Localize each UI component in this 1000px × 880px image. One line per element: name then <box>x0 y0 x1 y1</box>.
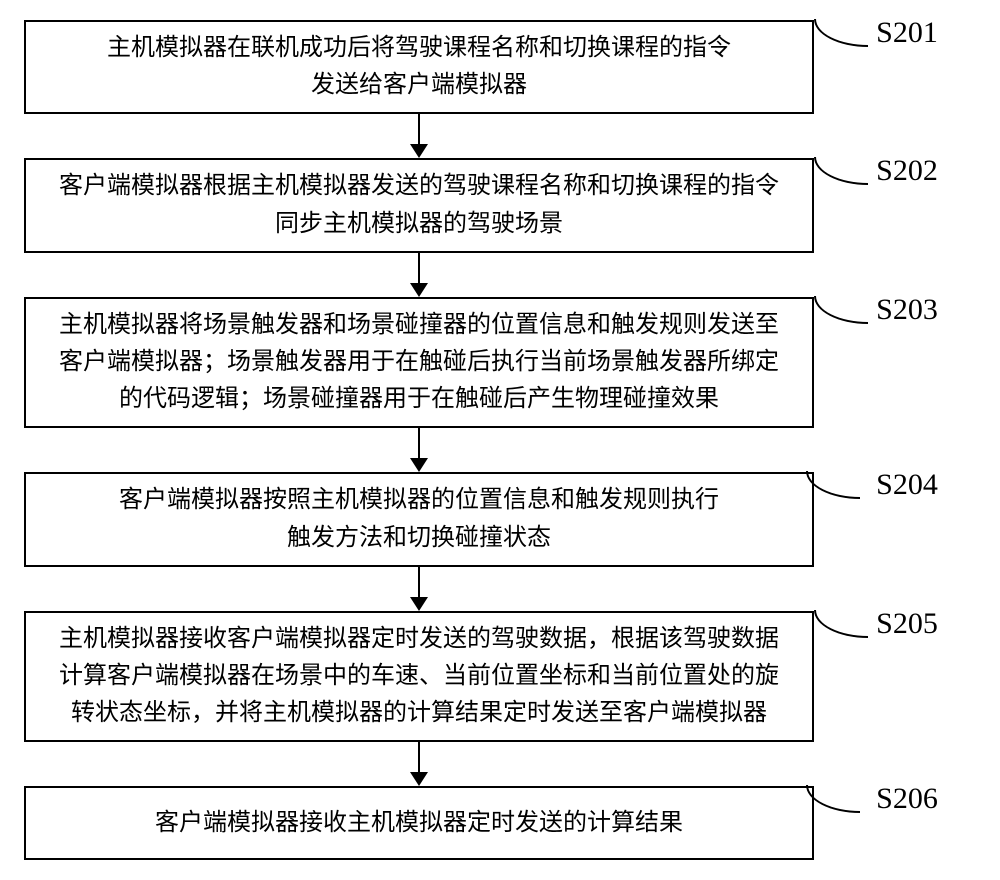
flow-arrow <box>24 428 976 472</box>
flow-arrow <box>24 742 976 786</box>
flow-step-line: 发送给客户端模拟器 <box>311 67 527 104</box>
connector-curve <box>814 296 868 324</box>
arrow-line <box>418 253 420 285</box>
step-label: S203 <box>876 293 938 327</box>
flow-row: 主机模拟器将场景触发器和场景碰撞器的位置信息和触发规则发送至客户端模拟器；场景触… <box>24 297 976 429</box>
flow-step-box: 客户端模拟器根据主机模拟器发送的驾驶课程名称和切换课程的指令同步主机模拟器的驾驶… <box>24 158 814 252</box>
flow-row: 客户端模拟器接收主机模拟器定时发送的计算结果 S206 <box>24 786 976 860</box>
step-label: S205 <box>876 607 938 641</box>
connector-curve <box>806 785 860 813</box>
step-label-col: S206 <box>814 786 934 822</box>
flow-row: 客户端模拟器按照主机模拟器的位置信息和触发规则执行触发方法和切换碰撞状态S204 <box>24 472 976 566</box>
flow-step-box: 客户端模拟器按照主机模拟器的位置信息和触发规则执行触发方法和切换碰撞状态 <box>24 472 814 566</box>
flow-step-line: 计算客户端模拟器在场景中的车速、当前位置坐标和当前位置处的旋 <box>59 658 779 695</box>
connector-curve <box>814 610 868 638</box>
flow-step-line: 客户端模拟器按照主机模拟器的位置信息和触发规则执行 <box>119 482 719 519</box>
arrow-line <box>418 567 420 599</box>
flow-row: 客户端模拟器根据主机模拟器发送的驾驶课程名称和切换课程的指令同步主机模拟器的驾驶… <box>24 158 976 252</box>
step-label-col: S203 <box>814 297 934 333</box>
flow-step-line: 客户端模拟器；场景触发器用于在触碰后执行当前场景触发器所绑定 <box>59 344 779 381</box>
flow-arrow <box>24 567 976 611</box>
connector-curve <box>806 471 860 499</box>
flow-arrow <box>24 114 976 158</box>
flow-step-line: 客户端模拟器根据主机模拟器发送的驾驶课程名称和切换课程的指令 <box>59 168 779 205</box>
step-label-col: S201 <box>814 20 934 56</box>
flow-step-line: 转状态坐标，并将主机模拟器的计算结果定时发送至客户端模拟器 <box>71 695 767 732</box>
flow-row: 主机模拟器在联机成功后将驾驶课程名称和切换课程的指令发送给客户端模拟器S201 <box>24 20 976 114</box>
flow-step-box: 主机模拟器将场景触发器和场景碰撞器的位置信息和触发规则发送至客户端模拟器；场景触… <box>24 297 814 429</box>
step-label-col: S205 <box>814 611 934 647</box>
flow-step-box: 客户端模拟器接收主机模拟器定时发送的计算结果 <box>24 786 814 860</box>
flow-arrow <box>24 253 976 297</box>
flow-step-line: 的代码逻辑；场景碰撞器用于在触碰后产生物理碰撞效果 <box>119 381 719 418</box>
flow-step-line: 主机模拟器将场景触发器和场景碰撞器的位置信息和触发规则发送至 <box>59 307 779 344</box>
step-label: S202 <box>876 154 938 188</box>
step-label: S206 <box>876 782 938 816</box>
arrow-line <box>418 428 420 460</box>
arrow-head-icon <box>410 597 428 611</box>
step-label-col: S204 <box>814 472 934 508</box>
step-label: S204 <box>876 468 938 502</box>
flowchart: 主机模拟器在联机成功后将驾驶课程名称和切换课程的指令发送给客户端模拟器S201客… <box>24 20 976 860</box>
arrow-head-icon <box>410 772 428 786</box>
connector-curve <box>814 19 868 47</box>
connector-curve <box>814 157 868 185</box>
flow-step-line: 客户端模拟器接收主机模拟器定时发送的计算结果 <box>155 805 683 842</box>
arrow-head-icon <box>410 283 428 297</box>
flow-row: 主机模拟器接收客户端模拟器定时发送的驾驶数据，根据该驾驶数据计算客户端模拟器在场… <box>24 611 976 743</box>
step-label: S201 <box>876 16 938 50</box>
flow-step-box: 主机模拟器接收客户端模拟器定时发送的驾驶数据，根据该驾驶数据计算客户端模拟器在场… <box>24 611 814 743</box>
step-label-col: S202 <box>814 158 934 194</box>
arrow-line <box>418 742 420 774</box>
flow-step-line: 主机模拟器在联机成功后将驾驶课程名称和切换课程的指令 <box>107 30 731 67</box>
flow-step-box: 主机模拟器在联机成功后将驾驶课程名称和切换课程的指令发送给客户端模拟器 <box>24 20 814 114</box>
flow-step-line: 同步主机模拟器的驾驶场景 <box>275 206 563 243</box>
arrow-head-icon <box>410 458 428 472</box>
flow-step-line: 触发方法和切换碰撞状态 <box>287 520 551 557</box>
arrow-head-icon <box>410 144 428 158</box>
flow-step-line: 主机模拟器接收客户端模拟器定时发送的驾驶数据，根据该驾驶数据 <box>59 621 779 658</box>
arrow-line <box>418 114 420 146</box>
